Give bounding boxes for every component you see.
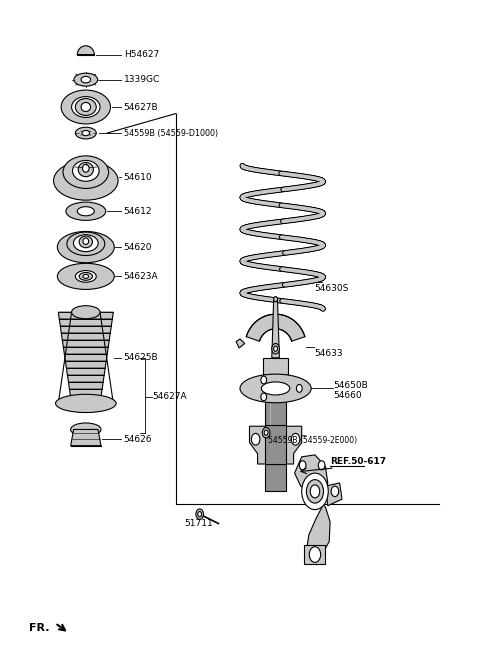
Ellipse shape xyxy=(72,160,99,181)
Bar xyxy=(265,425,286,464)
Polygon shape xyxy=(71,430,101,445)
Circle shape xyxy=(318,461,325,470)
Ellipse shape xyxy=(67,232,105,256)
Polygon shape xyxy=(64,354,107,361)
Polygon shape xyxy=(246,314,305,341)
Polygon shape xyxy=(236,339,245,348)
Polygon shape xyxy=(69,382,103,390)
Bar xyxy=(263,358,288,380)
Circle shape xyxy=(331,486,339,497)
Ellipse shape xyxy=(81,102,91,112)
Ellipse shape xyxy=(78,162,94,177)
Polygon shape xyxy=(65,361,106,369)
Ellipse shape xyxy=(83,275,89,279)
Circle shape xyxy=(274,296,277,302)
Ellipse shape xyxy=(75,127,96,139)
Ellipse shape xyxy=(240,374,311,403)
Circle shape xyxy=(297,384,302,392)
Bar xyxy=(265,464,286,491)
Polygon shape xyxy=(58,312,113,319)
Ellipse shape xyxy=(83,164,89,172)
Ellipse shape xyxy=(81,76,91,83)
Text: 54612: 54612 xyxy=(124,207,152,215)
Circle shape xyxy=(198,512,202,517)
Text: H54627: H54627 xyxy=(124,51,159,59)
Text: 54559B (54559-2E000): 54559B (54559-2E000) xyxy=(267,436,357,445)
Circle shape xyxy=(310,485,320,498)
Text: FR.: FR. xyxy=(29,623,49,633)
Text: 54610: 54610 xyxy=(124,173,152,182)
Ellipse shape xyxy=(71,423,101,436)
Circle shape xyxy=(301,473,328,510)
Text: 1339GC: 1339GC xyxy=(124,75,160,84)
Ellipse shape xyxy=(83,238,89,244)
Text: 54630S: 54630S xyxy=(314,284,349,293)
Polygon shape xyxy=(272,299,279,358)
Text: 54633: 54633 xyxy=(314,350,343,358)
Ellipse shape xyxy=(54,161,118,200)
Polygon shape xyxy=(295,455,330,558)
Polygon shape xyxy=(66,369,105,375)
Ellipse shape xyxy=(57,263,114,290)
Circle shape xyxy=(309,547,321,562)
Circle shape xyxy=(252,434,260,445)
Ellipse shape xyxy=(261,382,290,395)
Circle shape xyxy=(261,393,266,401)
Polygon shape xyxy=(70,390,102,396)
Polygon shape xyxy=(60,327,111,333)
Polygon shape xyxy=(61,333,110,340)
Circle shape xyxy=(274,346,277,351)
Text: 54623A: 54623A xyxy=(124,272,158,281)
Ellipse shape xyxy=(63,156,108,189)
Polygon shape xyxy=(304,545,325,564)
Ellipse shape xyxy=(73,235,98,252)
Ellipse shape xyxy=(72,97,100,118)
Ellipse shape xyxy=(72,306,100,319)
Circle shape xyxy=(272,344,279,354)
Ellipse shape xyxy=(57,231,114,263)
Text: 54627A: 54627A xyxy=(152,392,187,401)
Circle shape xyxy=(306,480,324,503)
Ellipse shape xyxy=(56,394,116,413)
Polygon shape xyxy=(71,396,101,403)
Ellipse shape xyxy=(75,271,96,283)
Text: 54650B: 54650B xyxy=(334,381,368,390)
Polygon shape xyxy=(250,426,301,464)
Circle shape xyxy=(300,461,306,470)
Ellipse shape xyxy=(74,73,97,86)
Text: REF.50-617: REF.50-617 xyxy=(330,457,386,466)
Text: 54559B (54559-D1000): 54559B (54559-D1000) xyxy=(124,129,218,137)
Ellipse shape xyxy=(77,207,95,215)
Ellipse shape xyxy=(79,236,93,248)
Circle shape xyxy=(261,376,266,384)
Polygon shape xyxy=(77,46,95,55)
Text: 54627B: 54627B xyxy=(124,102,158,112)
Polygon shape xyxy=(62,340,109,348)
Polygon shape xyxy=(68,375,104,382)
Polygon shape xyxy=(63,348,108,354)
Text: 54625B: 54625B xyxy=(124,353,158,362)
Ellipse shape xyxy=(61,90,110,124)
Circle shape xyxy=(262,428,270,438)
Ellipse shape xyxy=(79,273,93,281)
Text: 54620: 54620 xyxy=(124,242,152,252)
Bar xyxy=(265,390,286,452)
Ellipse shape xyxy=(66,202,106,220)
Text: 54660: 54660 xyxy=(334,391,362,400)
Circle shape xyxy=(264,430,268,436)
Ellipse shape xyxy=(82,131,90,136)
Text: 54626: 54626 xyxy=(124,435,152,443)
Circle shape xyxy=(196,509,204,520)
Ellipse shape xyxy=(75,99,96,116)
Circle shape xyxy=(291,434,300,445)
Polygon shape xyxy=(325,483,342,506)
Polygon shape xyxy=(60,319,112,327)
Text: 51711: 51711 xyxy=(184,520,213,528)
